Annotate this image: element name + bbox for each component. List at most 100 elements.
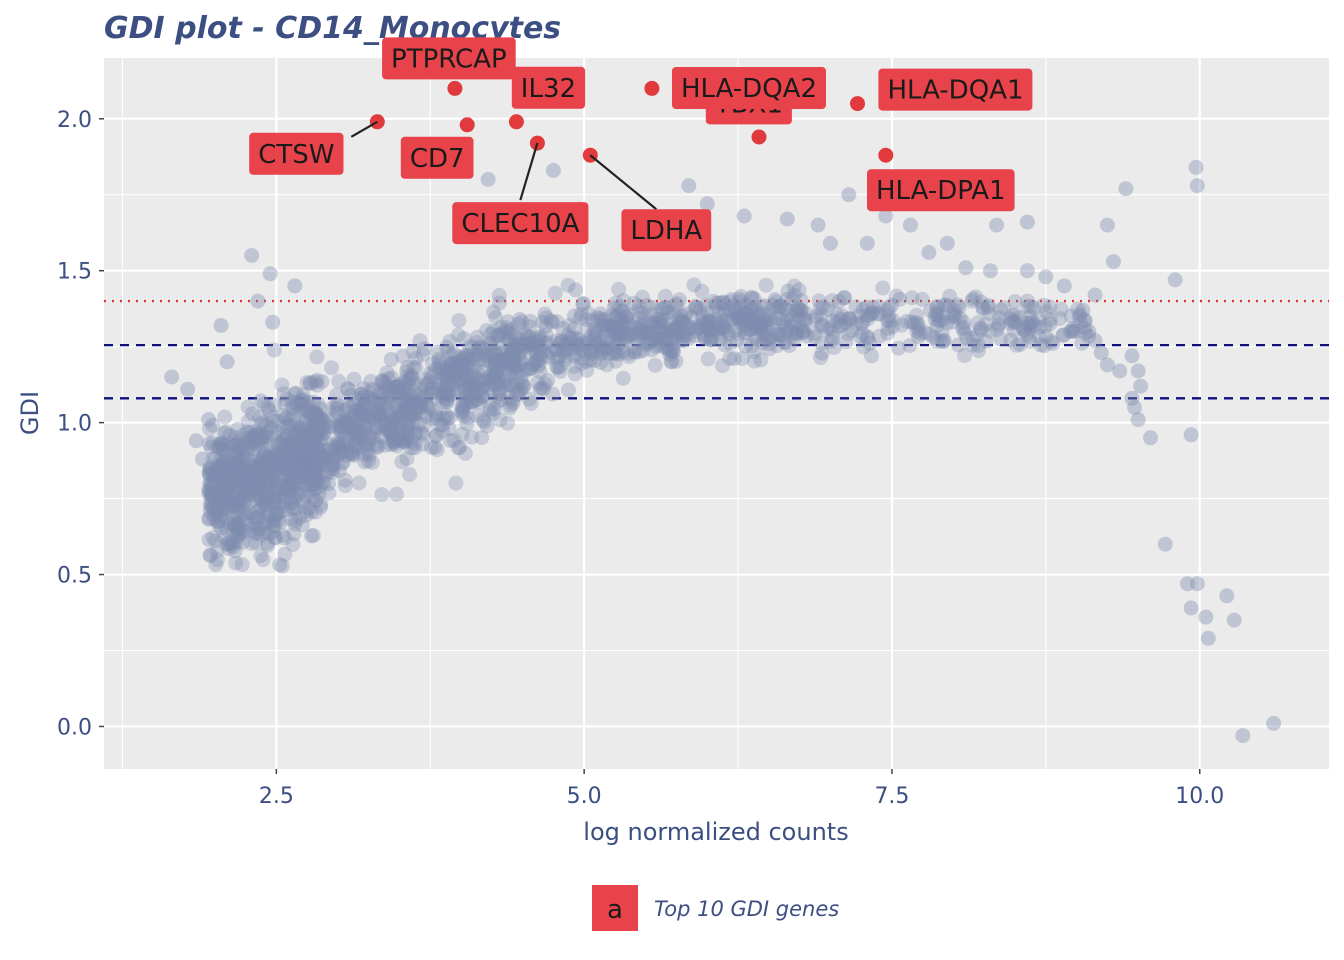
gene-point [236, 449, 252, 465]
gene-point [511, 347, 527, 363]
gene-point [227, 463, 243, 479]
gene-point [265, 473, 281, 489]
gene-point [228, 465, 244, 481]
gene-point [269, 489, 285, 505]
gene-point [500, 415, 515, 431]
gene-point [262, 455, 278, 471]
gene-label-text: IL32 [521, 74, 576, 104]
gene-point [260, 509, 276, 525]
gene-point [1037, 318, 1053, 334]
gene-point [490, 371, 506, 387]
gene-point [384, 426, 400, 442]
gene-point [753, 321, 769, 337]
gene-point [540, 372, 556, 388]
gene-point [612, 335, 628, 351]
gene-point [345, 445, 361, 461]
gene-point [245, 430, 261, 446]
gene-point [305, 470, 321, 485]
gene-point [280, 478, 296, 493]
gene-point [583, 344, 599, 360]
gene-point [603, 332, 619, 348]
gene-point [218, 488, 234, 504]
gene-point [686, 277, 702, 293]
gene-point [277, 480, 293, 496]
gene-point [208, 533, 224, 549]
gene-point [284, 474, 300, 490]
gene-point [543, 344, 559, 360]
gene-point [259, 493, 275, 509]
gene-point [870, 299, 886, 314]
gene-point [391, 430, 407, 446]
gene-point [491, 327, 507, 343]
gene-point [206, 500, 221, 516]
gene-point [403, 433, 419, 449]
gene-point [1065, 321, 1081, 337]
gene-point [879, 302, 895, 318]
gene-point [283, 451, 299, 467]
gene-point [641, 326, 657, 342]
gene-point [298, 440, 314, 456]
gene-point [440, 372, 456, 388]
gene-point [436, 381, 452, 397]
gene-point [513, 344, 529, 360]
gene-point [454, 398, 470, 414]
gene-point [331, 447, 347, 463]
gene-point [339, 444, 355, 460]
gene-point [610, 307, 626, 323]
gene-point [297, 457, 313, 473]
gene-point [675, 328, 691, 344]
gene-point [269, 446, 285, 462]
gene-point [360, 433, 376, 449]
gene-point [788, 303, 804, 319]
gene-point [250, 490, 266, 506]
gene-label-box: CTSW [249, 132, 344, 175]
gene-point [293, 458, 309, 474]
gene-point [302, 471, 317, 487]
gene-point [782, 308, 798, 324]
gene-point [349, 430, 365, 445]
gene-point [309, 449, 325, 465]
gene-point [587, 331, 602, 347]
gene-point [298, 445, 314, 461]
gene-point [463, 352, 479, 368]
gene-point [310, 397, 326, 412]
gene-point [403, 368, 419, 384]
gene-point [715, 358, 730, 374]
gene-point [488, 358, 504, 374]
gene-point [1124, 390, 1140, 406]
gene-point [292, 420, 308, 436]
gene-point [239, 433, 255, 449]
gene-point [1189, 576, 1205, 592]
gene-point [246, 478, 262, 494]
gene-point [399, 369, 415, 385]
gene-point [226, 499, 242, 515]
gene-point [848, 315, 864, 331]
gene-point [432, 364, 448, 380]
gene-point [365, 393, 381, 409]
gene-point [1056, 278, 1072, 294]
gene-point [899, 313, 915, 329]
gene-point [273, 488, 289, 503]
gene-point [598, 318, 614, 333]
gene-point [227, 518, 243, 534]
gene-point [444, 356, 460, 372]
gene-point [313, 496, 329, 512]
gene-point [716, 322, 732, 338]
gene-point [734, 351, 750, 367]
gene-point [348, 426, 364, 442]
gene-point [517, 339, 533, 355]
gene-point [610, 333, 626, 349]
gene-point [829, 306, 845, 322]
gene-point [357, 419, 373, 435]
gene-point [403, 391, 419, 407]
gene-point [294, 460, 310, 476]
gene-point [237, 462, 253, 478]
gene-point [507, 364, 523, 380]
gene-point [500, 325, 516, 341]
gene-point [393, 429, 409, 444]
gene-label-box: LDHA [621, 209, 712, 252]
gene-point [289, 454, 304, 469]
gene-point [522, 319, 538, 335]
gene-point [231, 523, 247, 539]
gene-point [231, 494, 246, 510]
